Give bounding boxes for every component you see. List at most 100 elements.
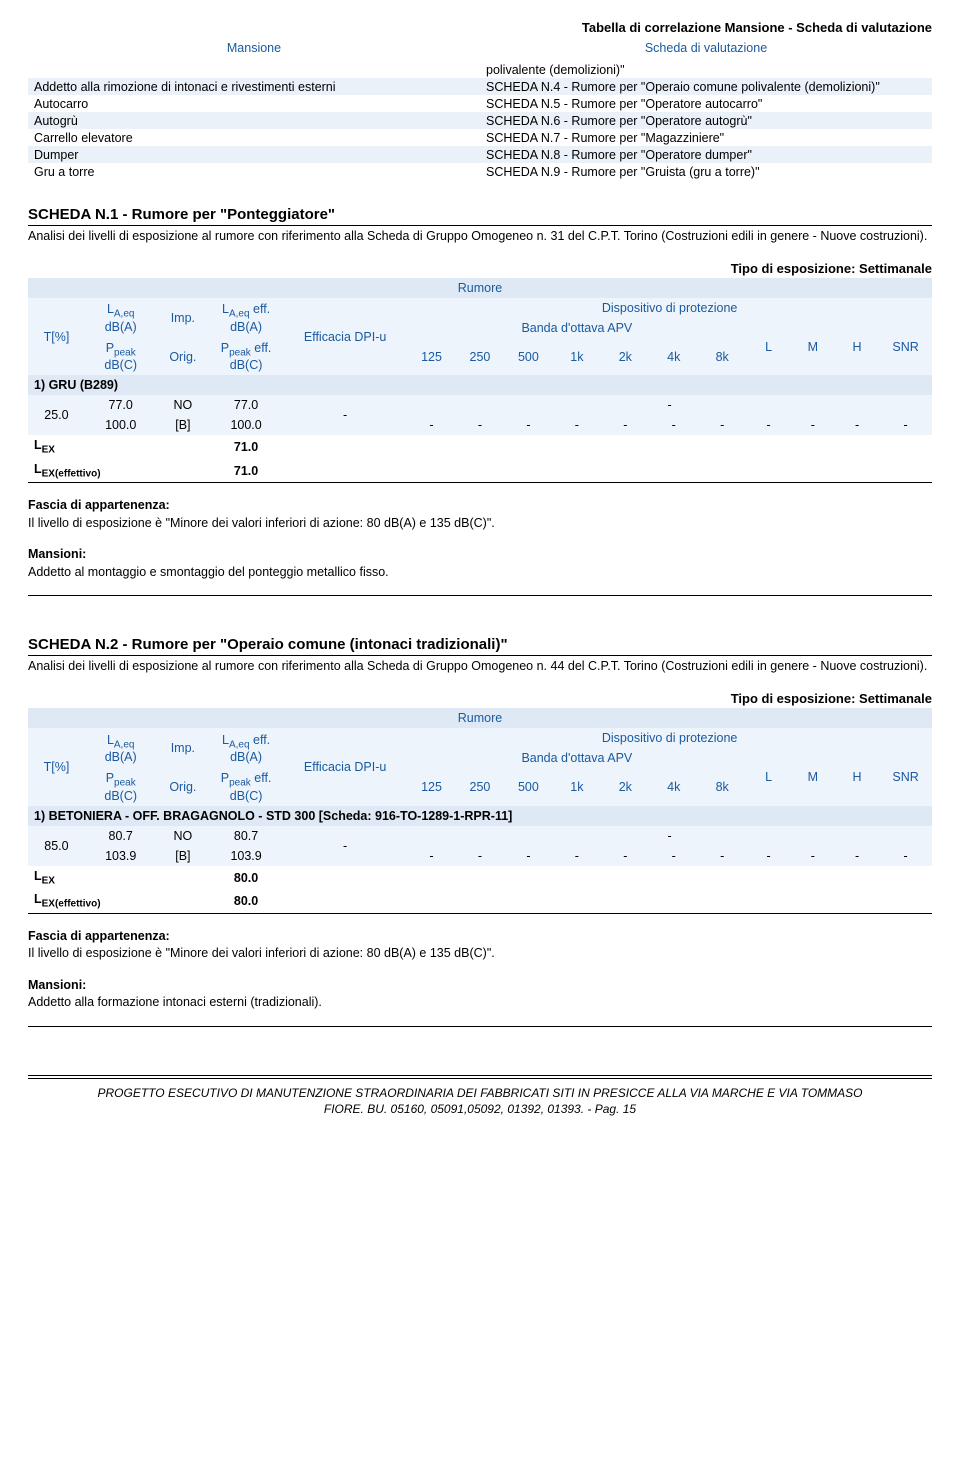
scheda2-fascia: Fascia di appartenenza: Il livello di es… bbox=[28, 928, 932, 963]
mapping-cell-m bbox=[28, 61, 480, 78]
scheda1-mansioni: Mansioni: Addetto al montaggio e smontag… bbox=[28, 546, 932, 581]
laeqeff-label: LA,eq eff.dB(A) bbox=[209, 298, 283, 338]
mapping-cell-m: Autogrù bbox=[28, 112, 480, 129]
scheda2-desc: Analisi dei livelli di esposizione al ru… bbox=[28, 658, 932, 675]
d11: - bbox=[879, 415, 932, 435]
s2-v1: 80.7 bbox=[85, 826, 157, 846]
laeqeff-label: LA,eq eff.dB(A) bbox=[209, 728, 283, 768]
lex-label: LEX bbox=[28, 435, 209, 459]
lex-val: 80.0 bbox=[209, 866, 283, 890]
scheda2-row-title: 1) BETONIERA - OFF. BRAGAGNOLO - STD 300… bbox=[28, 806, 932, 826]
mapping-row: Autocarro SCHEDA N.5 - Rumore per "Opera… bbox=[28, 95, 932, 112]
scheda2-title: SCHEDA N.2 - Rumore per "Operaio comune … bbox=[28, 636, 932, 656]
mapping-row: Addetto alla rimozione di intonaci e riv… bbox=[28, 78, 932, 95]
mapping-cell-s: SCHEDA N.5 - Rumore per "Operatore autoc… bbox=[480, 95, 932, 112]
rumore-heading: Rumore bbox=[28, 278, 932, 298]
orig-label: Orig. bbox=[157, 768, 210, 806]
l-label: L bbox=[746, 318, 790, 376]
d2: - bbox=[456, 415, 504, 435]
mapping-cell-m: Dumper bbox=[28, 146, 480, 163]
mapping-cell-m: Carrello elevatore bbox=[28, 129, 480, 146]
laeq-label: LA,eqdB(A) bbox=[85, 728, 157, 768]
d9: - bbox=[791, 415, 835, 435]
d6: - bbox=[650, 846, 698, 866]
d2: - bbox=[456, 846, 504, 866]
s1-imp: NO bbox=[157, 395, 210, 415]
footer-rule bbox=[28, 1075, 932, 1079]
b250: 250 bbox=[456, 338, 504, 376]
lexeff-label: LEX(effettivo) bbox=[28, 889, 209, 913]
d7: - bbox=[698, 415, 746, 435]
d1: - bbox=[407, 415, 455, 435]
l-label: L bbox=[746, 748, 790, 806]
eff-label: Efficacia DPI-u bbox=[283, 298, 407, 376]
mapping-row: Autogrù SCHEDA N.6 - Rumore per "Operato… bbox=[28, 112, 932, 129]
snr-label: SNR bbox=[879, 748, 932, 806]
d3: - bbox=[504, 846, 552, 866]
footer-text: PROGETTO ESECUTIVO DI MANUTENZIONE STRAO… bbox=[28, 1085, 932, 1117]
s1-eff: - bbox=[283, 395, 407, 435]
laeq-label: LA,eqdB(A) bbox=[85, 298, 157, 338]
mapping-cell-m: Addetto alla rimozione di intonaci e riv… bbox=[28, 78, 480, 95]
d11: - bbox=[879, 846, 932, 866]
d1: - bbox=[407, 846, 455, 866]
snr-label: SNR bbox=[879, 318, 932, 376]
t-label: T[%] bbox=[28, 728, 85, 806]
mapping-cell-m: Gru a torre bbox=[28, 163, 480, 180]
lexeff-label: LEX(effettivo) bbox=[28, 459, 209, 483]
m-label: M bbox=[791, 318, 835, 376]
s2-eff: - bbox=[283, 826, 407, 866]
d8: - bbox=[746, 415, 790, 435]
s2-t: 85.0 bbox=[28, 826, 85, 866]
b250: 250 bbox=[456, 768, 504, 806]
s1-top-dash: - bbox=[407, 395, 932, 415]
b125: 125 bbox=[407, 338, 455, 376]
scheda1-title: SCHEDA N.1 - Rumore per "Ponteggiatore" bbox=[28, 206, 932, 226]
mapping-col-scheda: Scheda di valutazione bbox=[480, 39, 932, 61]
s2-v1e: 80.7 bbox=[209, 826, 283, 846]
d5: - bbox=[601, 415, 649, 435]
disp-label: Dispositivo di protezione bbox=[407, 298, 932, 318]
mansioni-label: Mansioni: bbox=[28, 978, 86, 992]
banda-label: Banda d'ottava APV bbox=[407, 318, 746, 338]
imp-label: Imp. bbox=[157, 728, 210, 768]
mapping-row: Dumper SCHEDA N.8 - Rumore per "Operator… bbox=[28, 146, 932, 163]
d8: - bbox=[746, 846, 790, 866]
mapping-cell-s: SCHEDA N.9 - Rumore per "Gruista (gru a … bbox=[480, 163, 932, 180]
s2-top-dash: - bbox=[407, 826, 932, 846]
d5: - bbox=[601, 846, 649, 866]
lex-val: 71.0 bbox=[209, 435, 283, 459]
ppeakeff-label: Ppeak eff.dB(C) bbox=[209, 768, 283, 806]
fascia-text: Il livello di esposizione è "Minore dei … bbox=[28, 516, 495, 530]
s2-v2e: 103.9 bbox=[209, 846, 283, 866]
s1-v1e: 77.0 bbox=[209, 395, 283, 415]
b8k: 8k bbox=[698, 768, 746, 806]
d10: - bbox=[835, 415, 879, 435]
s2-imp: NO bbox=[157, 826, 210, 846]
scheda2-mansioni: Mansioni: Addetto alla formazione intona… bbox=[28, 977, 932, 1012]
fascia-text: Il livello di esposizione è "Minore dei … bbox=[28, 946, 495, 960]
b500: 500 bbox=[504, 338, 552, 376]
s1-t: 25.0 bbox=[28, 395, 85, 435]
d4: - bbox=[553, 846, 601, 866]
mapping-cell-s: SCHEDA N.7 - Rumore per "Magazziniere" bbox=[480, 129, 932, 146]
mapping-table: Mansione Scheda di valutazione polivalen… bbox=[28, 39, 932, 180]
d10: - bbox=[835, 846, 879, 866]
b125: 125 bbox=[407, 768, 455, 806]
scheda2-expo: Tipo di esposizione: Settimanale bbox=[28, 691, 932, 706]
ppeakeff-label: Ppeak eff.dB(C) bbox=[209, 338, 283, 376]
b2k: 2k bbox=[601, 338, 649, 376]
b2k: 2k bbox=[601, 768, 649, 806]
mapping-col-mansione: Mansione bbox=[28, 39, 480, 61]
s1-v2e: 100.0 bbox=[209, 415, 283, 435]
d3: - bbox=[504, 415, 552, 435]
mapping-cell-m: Autocarro bbox=[28, 95, 480, 112]
b4k: 4k bbox=[650, 338, 698, 376]
ppeak-label: PpeakdB(C) bbox=[85, 338, 157, 376]
lexeff-val: 80.0 bbox=[209, 889, 283, 913]
lexeff-val: 71.0 bbox=[209, 459, 283, 483]
m-label: M bbox=[791, 748, 835, 806]
s1-v1: 77.0 bbox=[85, 395, 157, 415]
imp-label: Imp. bbox=[157, 298, 210, 338]
t-label: T[%] bbox=[28, 298, 85, 376]
